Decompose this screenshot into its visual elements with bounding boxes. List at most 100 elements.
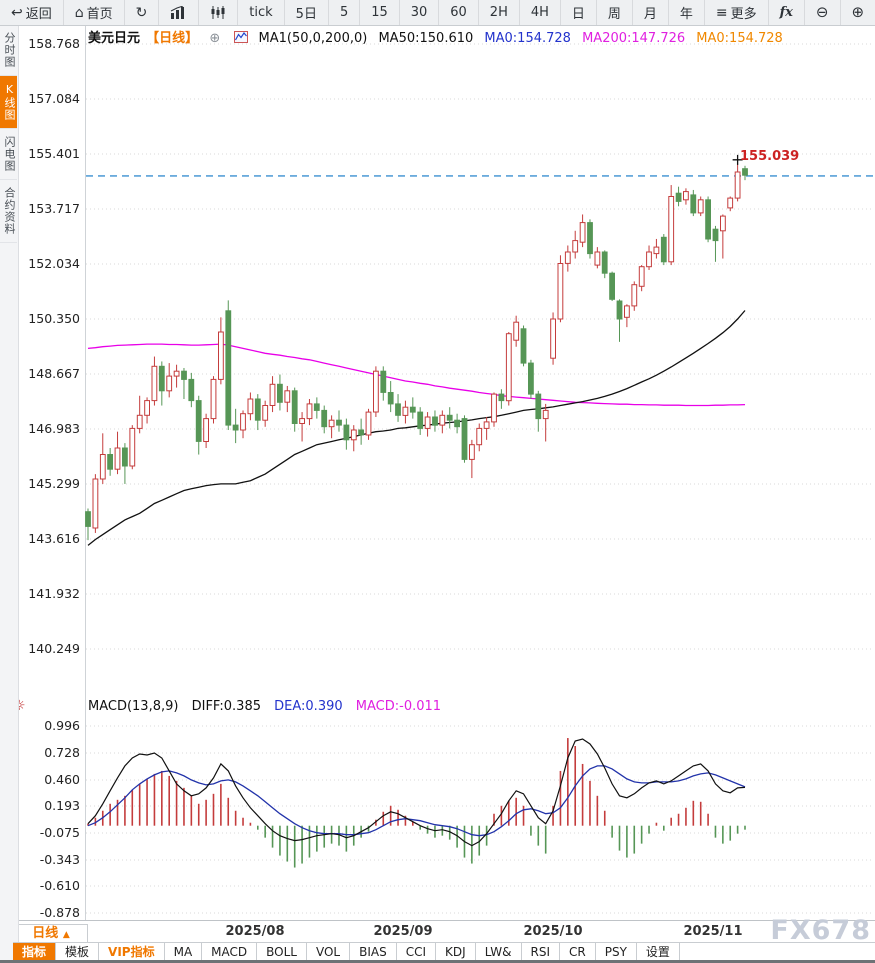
period-badge: 【日线】 bbox=[146, 31, 199, 46]
ma0-value-orange: MA0:154.728 bbox=[696, 31, 783, 46]
ma200-value: MA200:147.726 bbox=[582, 31, 686, 46]
toolbar-item-more[interactable]: ≡ 更多 bbox=[705, 0, 769, 25]
tab-macd[interactable]: MACD bbox=[202, 943, 258, 961]
toolbar-item-60m[interactable]: 60 bbox=[439, 0, 479, 25]
toolbar-item-back[interactable]: ↩ 返回 bbox=[0, 0, 64, 25]
toolbar-item-week[interactable]: 周 bbox=[597, 0, 633, 25]
last-price-label: 155.039 bbox=[740, 149, 800, 164]
sidebar-item-time-share[interactable]: 分时图 bbox=[0, 25, 17, 76]
period-selector[interactable]: 日线 ▲ bbox=[14, 924, 88, 943]
price-axis-label: 145.299 bbox=[28, 476, 80, 491]
toolbar-item-5m[interactable]: 5 bbox=[329, 0, 361, 25]
toolbar-item-2h[interactable]: 2H bbox=[479, 0, 520, 25]
price-axis-label: 158.768 bbox=[28, 36, 80, 51]
toolbar-item-candle-chart[interactable] bbox=[199, 0, 239, 25]
back-icon: ↩ bbox=[10, 4, 23, 21]
chart-type-sidebar: 分时图 K线图 闪电图 合约资料 bbox=[0, 25, 19, 963]
tab-bias[interactable]: BIAS bbox=[350, 943, 397, 961]
toolbar-item-15m[interactable]: 15 bbox=[360, 0, 400, 25]
tab-cr[interactable]: CR bbox=[560, 943, 596, 961]
price-axis-label: 148.667 bbox=[28, 366, 80, 381]
macd-axis-label: 0.193 bbox=[44, 798, 80, 813]
tab-vol[interactable]: VOL bbox=[307, 943, 351, 961]
ma50-value: MA50:150.610 bbox=[378, 31, 474, 46]
period-up-arrow-icon: ▲ bbox=[62, 930, 70, 940]
date-axis-label: 2025/10 bbox=[523, 924, 583, 939]
tab-boll[interactable]: BOLL bbox=[257, 943, 307, 961]
price-axis-label: 143.616 bbox=[28, 531, 80, 546]
tab-ma[interactable]: MA bbox=[165, 943, 203, 961]
more-icon: ≡ bbox=[715, 4, 728, 21]
toolbar-item-label: tick bbox=[249, 5, 273, 20]
home-icon: ⌂ bbox=[74, 4, 84, 21]
macd-axis-label: 0.460 bbox=[44, 772, 80, 787]
zoom-out-icon: ⊖ bbox=[815, 3, 829, 21]
sidebar-item-lightning[interactable]: 闪电图 bbox=[0, 129, 17, 180]
price-axis-label: 155.401 bbox=[28, 146, 80, 161]
tab-vip-indicator[interactable]: VIP指标 bbox=[99, 943, 165, 961]
ma200-line bbox=[87, 343, 746, 407]
macd-title: MACD(13,8,9) bbox=[88, 699, 179, 714]
tab-kdj[interactable]: KDJ bbox=[436, 943, 476, 961]
candlestick-icon bbox=[211, 6, 225, 19]
toolbar-item-label: 4H bbox=[530, 5, 549, 20]
macd-pane-header: MACD(13,8,9) DIFF:0.385 DEA:0.390 MACD:-… bbox=[88, 699, 450, 714]
price-pane-header: 美元日元 【日线】 ⊕ MA1(50,0,200,0) MA50:150.610… bbox=[88, 27, 790, 46]
ma0-value-blue: MA0:154.728 bbox=[484, 31, 571, 46]
bar-chart-icon bbox=[171, 6, 185, 19]
toolbar-item-zoom-out[interactable]: ⊖ bbox=[805, 0, 841, 25]
last-high-cross-marker bbox=[732, 154, 743, 165]
toolbar-item-refresh[interactable]: ↻ bbox=[125, 0, 160, 25]
macd-histogram bbox=[87, 738, 746, 868]
tab-psy[interactable]: PSY bbox=[596, 943, 637, 961]
toolbar-item-label: 15 bbox=[371, 5, 388, 20]
macd-value: MACD:-0.011 bbox=[355, 699, 442, 714]
tab-lwr[interactable]: LW& bbox=[476, 943, 522, 961]
price-axis-label: 140.249 bbox=[28, 641, 80, 656]
price-axis-label: 152.034 bbox=[28, 256, 80, 271]
line-chart-icon bbox=[234, 31, 249, 43]
date-axis-label: 2025/11 bbox=[683, 924, 743, 939]
toolbar-item-label: 60 bbox=[450, 5, 467, 20]
toolbar-item-label: 周 bbox=[607, 7, 621, 22]
toolbar-item-tick[interactable]: tick bbox=[238, 0, 285, 25]
toolbar-item-label: 年 bbox=[679, 7, 693, 22]
macd-dea-value: DEA:0.390 bbox=[274, 699, 343, 714]
toolbar-item-bar-chart[interactable] bbox=[159, 0, 200, 25]
zoom-in-icon: ⊕ bbox=[851, 3, 865, 21]
date-axis-label: 2025/09 bbox=[373, 924, 433, 939]
macd-axis-label: 0.996 bbox=[44, 718, 80, 733]
tab-settings[interactable]: 设置 bbox=[637, 943, 680, 961]
expand-icon[interactable]: ⊕ bbox=[209, 31, 221, 46]
toolbar-item-home[interactable]: ⌂ 首页 bbox=[64, 0, 125, 25]
toolbar-item-30m[interactable]: 30 bbox=[400, 0, 440, 25]
tab-cci[interactable]: CCI bbox=[397, 943, 437, 961]
refresh-icon: ↻ bbox=[135, 4, 148, 21]
tab-template[interactable]: 模板 bbox=[56, 943, 100, 961]
tabbar-filler bbox=[680, 943, 875, 961]
price-axis-label: 150.350 bbox=[28, 311, 80, 326]
price-axis-label: 146.983 bbox=[28, 421, 80, 436]
window-bottom-edge bbox=[0, 960, 875, 963]
ma-settings: MA1(50,0,200,0) bbox=[258, 31, 368, 46]
toolbar-item-zoom-in[interactable]: ⊕ bbox=[841, 0, 875, 25]
macd-axis-label: -0.075 bbox=[39, 825, 80, 840]
candles bbox=[85, 163, 748, 541]
price-axis-label: 141.932 bbox=[28, 586, 80, 601]
toolbar-item-month[interactable]: 月 bbox=[633, 0, 669, 25]
toolbar-item-4h[interactable]: 4H bbox=[520, 0, 561, 25]
sidebar-item-kline[interactable]: K线图 bbox=[0, 76, 17, 129]
toolbar-item-label: 月 bbox=[643, 7, 657, 22]
toolbar-item-year[interactable]: 年 bbox=[669, 0, 705, 25]
diff-line bbox=[87, 738, 746, 847]
sidebar-item-contract-info[interactable]: 合约资料 bbox=[0, 180, 17, 243]
price-axis-label: 153.717 bbox=[28, 201, 80, 216]
toolbar-item-5d[interactable]: 5日 bbox=[285, 0, 329, 25]
toolbar-item-label: 日 bbox=[571, 7, 585, 22]
macd-axis-label: -0.878 bbox=[39, 905, 80, 920]
toolbar-item-fx[interactable]: fx bbox=[769, 0, 805, 25]
tab-indicator[interactable]: 指标 bbox=[13, 943, 57, 961]
tab-rsi[interactable]: RSI bbox=[522, 943, 560, 961]
toolbar-item-day[interactable]: 日 bbox=[561, 0, 597, 25]
